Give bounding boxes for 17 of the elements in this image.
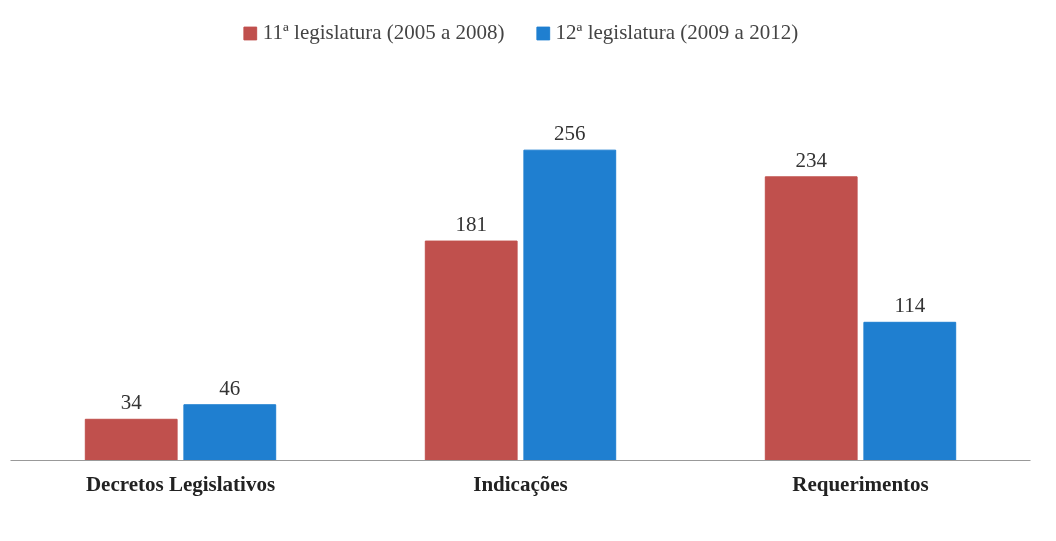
- data-label: 34: [120, 390, 143, 415]
- data-label: 46: [219, 375, 241, 400]
- bar: [84, 418, 178, 461]
- data-label: 234: [795, 147, 828, 172]
- bar: [424, 240, 518, 461]
- bar: [523, 149, 617, 461]
- data-label: 114: [894, 293, 926, 318]
- bar: [183, 404, 277, 461]
- legend-label: 11ª legislatura (2005 a 2008): [262, 20, 505, 45]
- bar: [764, 176, 858, 461]
- bar: [863, 321, 957, 461]
- legend-label: 12ª legislatura (2009 a 2012): [555, 20, 799, 45]
- x-tick-label: Decretos Legislativos: [85, 471, 276, 496]
- data-label: 256: [554, 121, 586, 146]
- x-tick-label: Indicações: [473, 471, 568, 496]
- x-tick-label: Requerimentos: [792, 471, 929, 496]
- data-label: 181: [455, 212, 487, 237]
